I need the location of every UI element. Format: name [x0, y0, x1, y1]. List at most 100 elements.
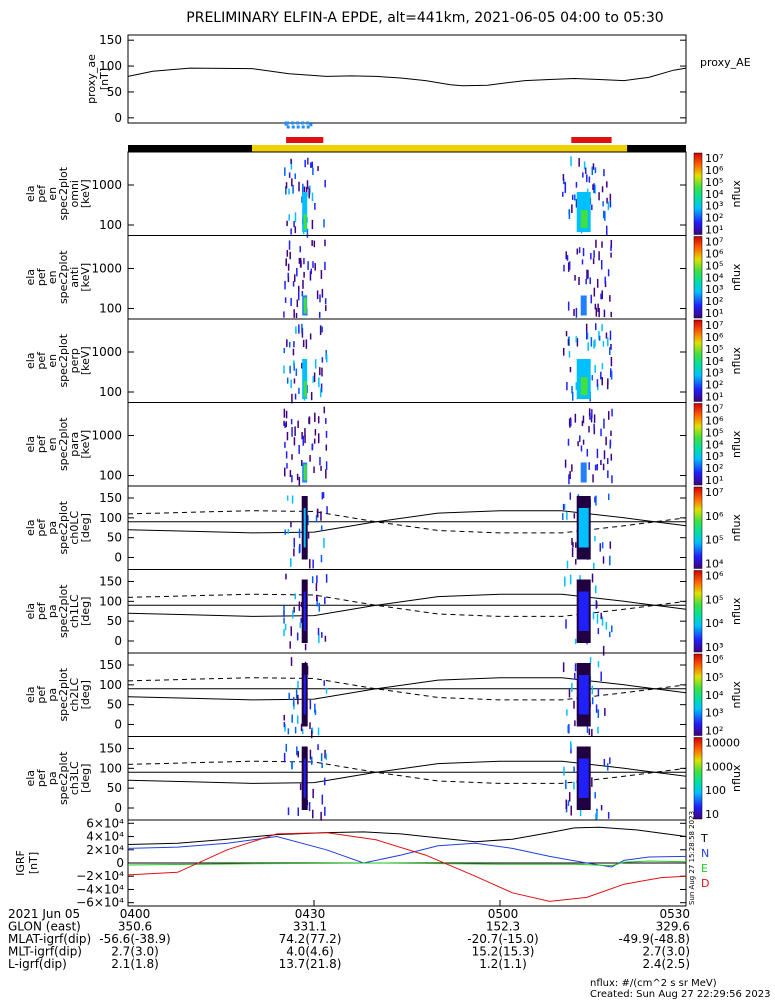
colorbar-label: nflux — [730, 263, 743, 291]
ytick-label: 150 — [99, 742, 122, 756]
burst-pixel — [290, 419, 293, 425]
burst-pixel — [611, 475, 613, 484]
burst-0 — [283, 743, 327, 821]
colorbar-tick-label: 10⁵ — [705, 426, 723, 439]
burst-pixel — [297, 694, 299, 705]
footer-table: 2021 Jun 05 0400 0430 0500 0530 GLON (east) 35… — [8, 907, 690, 971]
burst-pixel — [302, 339, 305, 348]
colorbar-label: nflux — [730, 514, 743, 542]
burst-pixel — [596, 613, 599, 624]
burst-pixel — [575, 542, 577, 548]
panel-frame — [127, 235, 687, 320]
burst-pixel — [301, 323, 303, 333]
colorbar-tick-label: 10³ — [705, 641, 723, 654]
burst-pixel — [297, 680, 299, 689]
burst-pixel — [590, 252, 592, 260]
burst-pixel — [567, 262, 570, 272]
proxy-ae-legend: proxy_AE — [700, 56, 751, 69]
burst-core — [580, 462, 587, 483]
burst-pixel — [569, 492, 572, 500]
burst-pixel — [567, 800, 570, 806]
colorbar-label: nflux — [730, 180, 743, 208]
burst-pixel — [595, 601, 598, 608]
burst-pixel — [283, 311, 285, 318]
loss-cone-line — [127, 677, 687, 701]
colorbar-tick-label: 10⁵ — [705, 671, 723, 684]
burst-pixel — [295, 326, 297, 334]
burst-pixel — [609, 330, 612, 341]
burst-pixel — [313, 438, 316, 444]
ylabel-line: ela — [24, 686, 37, 703]
ylabel-line: pef — [35, 267, 48, 286]
burst-pixel — [579, 809, 582, 817]
burst-pixel — [284, 724, 286, 732]
burst-pixel — [320, 511, 322, 521]
burst-pixel — [605, 225, 608, 236]
burst-pixel — [306, 180, 309, 190]
burst-pixel — [317, 744, 319, 751]
burst-pixel — [295, 312, 298, 319]
proxy-ae-ylabel: proxy_ae [nT] — [85, 54, 111, 104]
igrf-line-E — [127, 860, 687, 867]
burst-pixel — [313, 240, 316, 248]
ytick-label: 0 — [114, 718, 122, 732]
ylabel-line: pa — [46, 771, 59, 785]
burst-pixel — [298, 181, 300, 192]
burst-pixel — [570, 805, 572, 816]
burst-pixel — [607, 411, 610, 420]
burst-pixel — [609, 441, 612, 449]
burst-pixel — [283, 605, 285, 613]
igrf-line-T — [127, 826, 687, 845]
burst-pixel — [594, 496, 596, 503]
burst-pixel — [566, 382, 568, 391]
burst-pixel — [292, 184, 294, 194]
burst-pixel — [314, 202, 316, 210]
footer-cell: 0500 — [488, 907, 519, 921]
status-bars — [128, 121, 686, 152]
burst-pixel — [594, 792, 596, 799]
burst-pixel — [562, 503, 565, 511]
burst-pixel — [312, 559, 314, 569]
burst-pixel — [593, 426, 596, 435]
burst-pixel — [565, 799, 568, 809]
ytick-label: 100 — [99, 385, 122, 399]
burst-pixel — [562, 662, 565, 673]
burst-pixel — [600, 293, 602, 300]
burst-pixel — [601, 363, 604, 370]
burst-pixel — [578, 158, 580, 167]
burst-pixel — [283, 721, 286, 728]
burst-pixel — [607, 269, 610, 277]
ytick-label: 100 — [99, 678, 122, 692]
burst-pixel — [307, 157, 309, 165]
burst-pixel — [600, 459, 602, 466]
burst-pixel — [298, 387, 300, 395]
burst-pixel — [288, 214, 290, 221]
burst-pixel — [597, 661, 600, 668]
burst-pixel — [291, 178, 293, 187]
colorbar-tick-label: 10⁵ — [705, 534, 723, 547]
ytick-label: 1000 — [91, 345, 122, 359]
proxy-ae-frame — [127, 34, 687, 124]
burst-pixel — [580, 445, 583, 452]
burst-pixel — [610, 370, 613, 380]
burst-pixel — [568, 209, 571, 220]
burst-pixel — [283, 617, 285, 624]
spectrogram-panel-6: 10⁶ 10⁵ 10⁴ 10³ 10² nflux elapefpaspec2plotch2… — [24, 652, 743, 739]
footer-cell: 331.1 — [293, 920, 327, 934]
burst-pixel — [565, 619, 567, 629]
burst-pixel — [296, 746, 298, 756]
burst-pixel — [303, 186, 306, 196]
ylabel-line: ela — [24, 770, 37, 787]
ylabel-line: spec2plot — [57, 500, 70, 554]
igrf-line-N — [127, 835, 687, 868]
burst-pixel — [321, 367, 323, 377]
burst-pixel — [290, 521, 292, 528]
burst-pixel — [318, 634, 320, 644]
panel-frame — [127, 151, 687, 236]
burst-pixel — [302, 183, 304, 194]
burst-pixel — [578, 277, 580, 286]
burst-pixel — [321, 326, 323, 333]
ylabel-line: spec2plot — [57, 751, 70, 805]
